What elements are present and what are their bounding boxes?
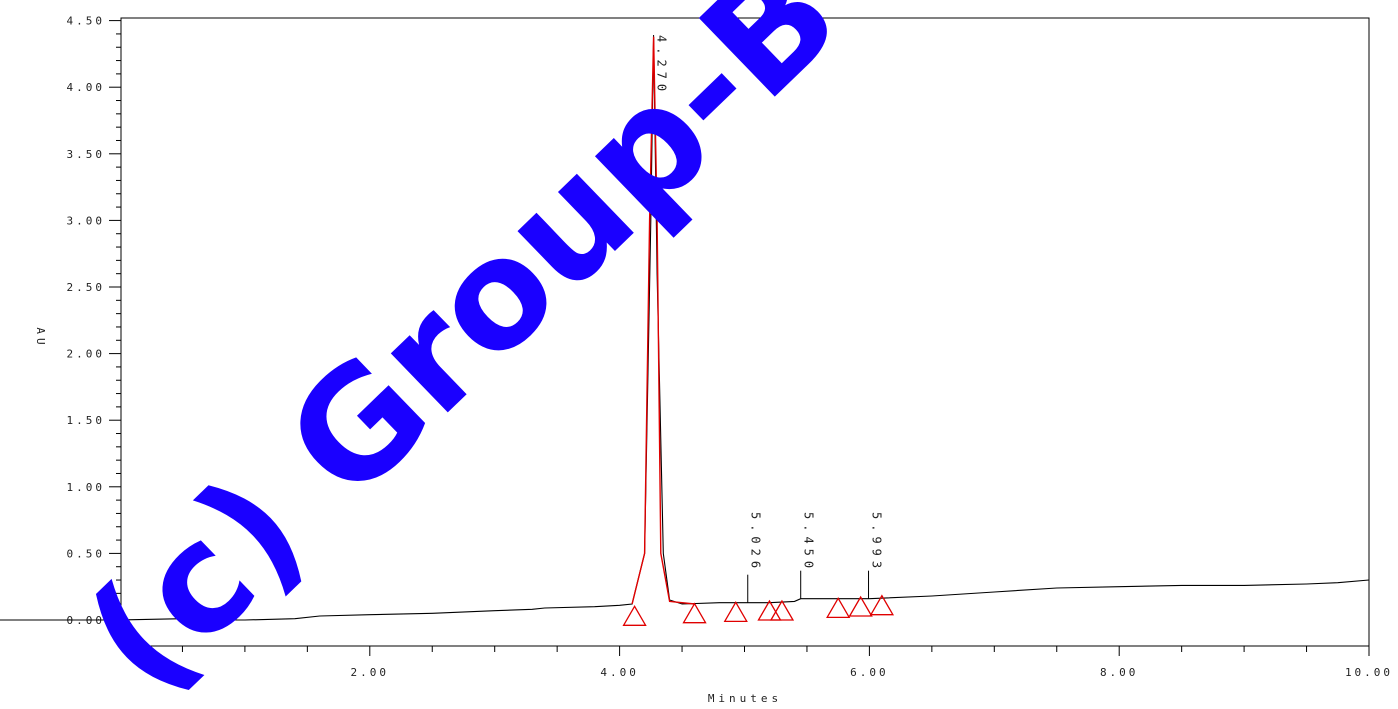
y-tick-label: 2.00 xyxy=(67,348,106,361)
y-tick-label: 3.00 xyxy=(67,214,106,227)
baseline-marker xyxy=(769,599,795,621)
y-tick-label: 1.50 xyxy=(67,414,106,427)
y-tick-label: 1.00 xyxy=(67,481,106,494)
y-axis-title: AU xyxy=(34,327,47,348)
baseline-markers xyxy=(622,594,895,626)
y-axis: 0.000.501.001.502.002.503.003.504.004.50 xyxy=(67,15,121,634)
baseline-marker xyxy=(757,599,782,621)
peak-label: 5.026 xyxy=(749,512,763,573)
peak-label: 5.450 xyxy=(802,512,816,573)
baseline-marker xyxy=(826,597,851,618)
y-tick-label: 3.50 xyxy=(67,148,106,161)
x-axis: 2.00 4.00 6.00 8.00 10.00 xyxy=(181,646,1393,679)
integrated-peak-trace xyxy=(631,36,695,605)
baseline-marker xyxy=(682,602,707,624)
x-tick-label: 10.00 xyxy=(1345,666,1393,679)
y-tick-label: 4.50 xyxy=(67,15,106,28)
y-tick-label: 0.50 xyxy=(67,547,106,560)
baseline-marker xyxy=(723,601,748,622)
baseline-marker xyxy=(869,594,895,616)
x-tick-label: 8.00 xyxy=(1100,666,1139,679)
y-tick-label: 4.00 xyxy=(67,81,106,94)
peak-labels: 4.270 5.026 5.450 5.993 xyxy=(653,35,884,603)
baseline-marker xyxy=(848,595,873,617)
x-tick-label: 4.00 xyxy=(600,666,639,679)
peak-label: 4.270 xyxy=(655,35,669,96)
x-tick-label: 2.00 xyxy=(351,666,390,679)
x-axis-title: Minutes xyxy=(708,692,782,705)
x-tick-label: 6.00 xyxy=(850,666,889,679)
baseline-marker xyxy=(622,605,647,626)
y-tick-label: 2.50 xyxy=(67,281,106,294)
peak-label: 5.993 xyxy=(870,512,884,573)
